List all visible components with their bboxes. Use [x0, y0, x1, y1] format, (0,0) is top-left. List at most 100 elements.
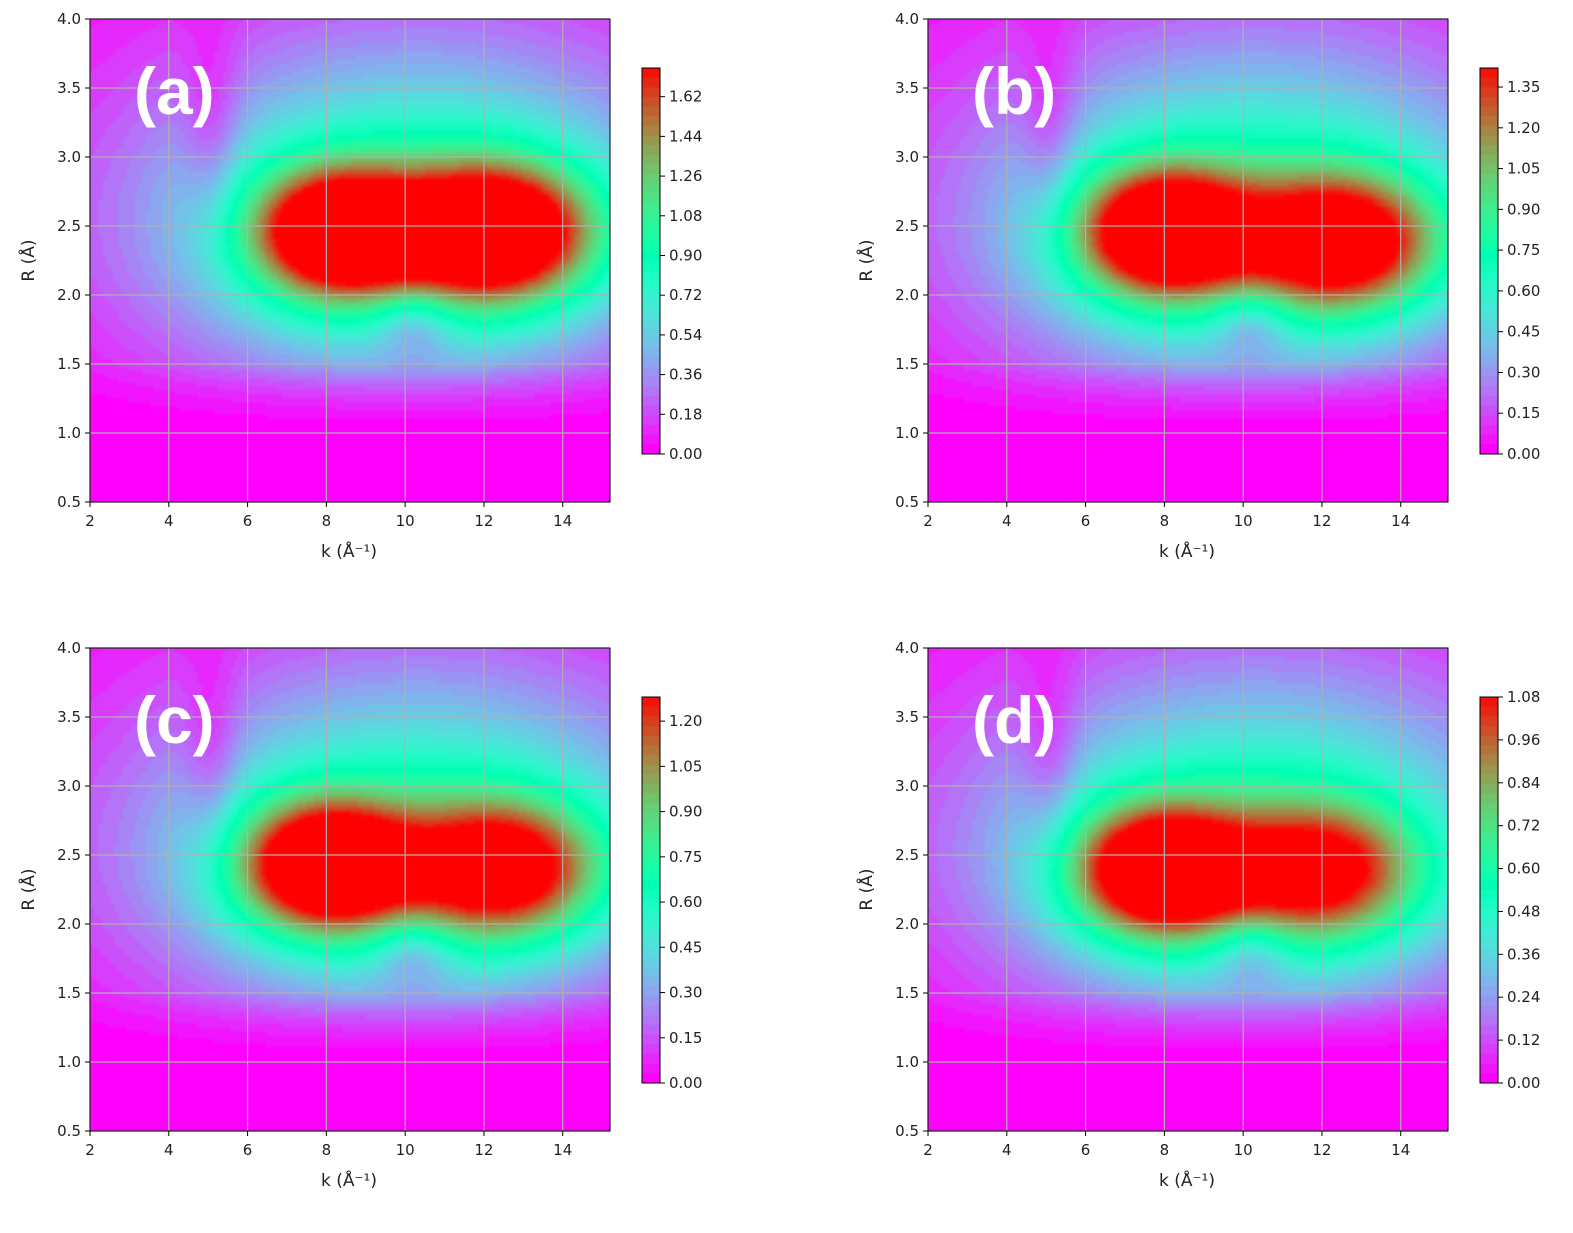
colorbar-tick-label: 0.75 [1507, 241, 1540, 259]
x-tick-label: 6 [243, 512, 253, 530]
y-axis-label: R (Å) [17, 868, 39, 910]
colorbar-tick-label: 0.12 [1507, 1031, 1540, 1049]
panel-label: (d) [972, 683, 1056, 757]
x-tick-label: 14 [1391, 1141, 1410, 1159]
y-tick-label: 2.5 [57, 846, 81, 864]
y-tick-label: 1.5 [57, 984, 81, 1002]
x-tick-label: 4 [164, 1141, 174, 1159]
colorbar-tick-label: 0.15 [669, 1029, 702, 1047]
x-tick-label: 14 [553, 512, 572, 530]
x-tick-label: 8 [322, 512, 332, 530]
x-tick-label: 8 [1160, 512, 1170, 530]
x-tick-label: 12 [1312, 1141, 1331, 1159]
panel-d: 2 4 6 8 10 12 14 0.5 1.0 1.5 2.0 2.5 3.0 3.5 4.0 k (Å⁻¹… [838, 629, 1573, 1233]
colorbar-tick-label: 0.72 [669, 286, 702, 304]
heatmap-image [90, 19, 610, 502]
colorbar-tick-label: 0.30 [669, 984, 702, 1002]
y-tick-label: 1.0 [895, 424, 919, 442]
x-tick-label: 12 [1312, 512, 1331, 530]
y-tick-label: 3.0 [895, 777, 919, 795]
heatmap-image [90, 648, 610, 1131]
panel-label: (a) [134, 54, 215, 128]
axes-frame [89, 18, 611, 503]
colorbar-tick-label: 1.35 [1507, 78, 1540, 96]
colorbar-tick-label: 0.00 [669, 1074, 702, 1092]
y-axis-label: R (Å) [17, 239, 39, 281]
x-tick-label: 4 [1002, 512, 1012, 530]
colorbar-tick-label: 1.20 [1507, 119, 1540, 137]
colorbar-tick-label: 0.75 [669, 848, 702, 866]
colorbar-tick-label: 1.05 [669, 757, 702, 775]
colorbar-tick-label: 0.54 [669, 326, 702, 344]
colorbar-tick-label: 0.15 [1507, 404, 1540, 422]
x-tick-label: 10 [396, 512, 415, 530]
x-tick-label: 2 [923, 1141, 933, 1159]
y-tick-label: 3.5 [57, 79, 81, 97]
y-tick-label: 3.0 [57, 777, 81, 795]
heatmap-image [928, 648, 1448, 1131]
y-tick-label: 3.5 [895, 79, 919, 97]
x-axis-label: k (Å⁻¹) [321, 1169, 377, 1191]
y-tick-label: 1.0 [57, 1053, 81, 1071]
x-tick-label: 2 [85, 512, 95, 530]
x-tick-label: 10 [396, 1141, 415, 1159]
colorbar-tick-label: 0.00 [669, 445, 702, 463]
colorbar-tick-label: 0.36 [669, 366, 702, 384]
y-tick-label: 0.5 [57, 493, 81, 511]
colorbar-tick-label: 0.60 [1507, 282, 1540, 300]
colorbar-tick-label: 1.08 [669, 207, 702, 225]
chart-svg: 2 4 6 8 10 12 14 0.5 1.0 1.5 2.0 2.5 3.0 3.5 4.0 k (Å⁻¹… [855, 10, 1540, 562]
x-tick-label: 8 [322, 1141, 332, 1159]
colorbar-tick-label: 0.45 [1507, 323, 1540, 341]
colorbar-tick-label: 0.18 [669, 405, 702, 423]
colorbar-tick-label: 0.84 [1507, 774, 1540, 792]
y-tick-label: 2.0 [895, 286, 919, 304]
y-axis-label: R (Å) [855, 239, 877, 281]
x-tick-label: 12 [474, 1141, 493, 1159]
colorbar [1480, 697, 1498, 1083]
y-tick-label: 1.5 [895, 984, 919, 1002]
x-tick-label: 2 [85, 1141, 95, 1159]
x-tick-label: 10 [1234, 1141, 1253, 1159]
y-tick-label: 3.5 [895, 708, 919, 726]
y-tick-label: 1.0 [57, 424, 81, 442]
colorbar-tick-label: 1.05 [1507, 160, 1540, 178]
colorbar-tick-label: 0.72 [1507, 817, 1540, 835]
panel-c: 2 4 6 8 10 12 14 0.5 1.0 1.5 2.0 2.5 3.0 3.5 4.0 k (Å⁻¹… [0, 629, 786, 1233]
colorbar-tick-label: 0.30 [1507, 363, 1540, 381]
panel-b: 2 4 6 8 10 12 14 0.5 1.0 1.5 2.0 2.5 3.0 3.5 4.0 k (Å⁻¹… [838, 0, 1573, 604]
colorbar-tick-label: 0.36 [1507, 945, 1540, 963]
x-axis-label: k (Å⁻¹) [1159, 1169, 1215, 1191]
y-tick-label: 2.5 [57, 217, 81, 235]
panel-label: (b) [972, 54, 1056, 128]
y-tick-label: 4.0 [57, 639, 81, 657]
y-tick-label: 1.5 [57, 355, 81, 373]
y-tick-label: 2.0 [57, 286, 81, 304]
y-tick-label: 2.5 [895, 217, 919, 235]
x-tick-label: 12 [474, 512, 493, 530]
colorbar-tick-label: 0.90 [669, 803, 702, 821]
colorbar-tick-label: 0.24 [1507, 988, 1540, 1006]
colorbar [642, 68, 660, 454]
colorbar-tick-label: 1.20 [669, 712, 702, 730]
y-tick-label: 3.0 [895, 148, 919, 166]
y-tick-label: 4.0 [895, 639, 919, 657]
colorbar-tick-label: 0.00 [1507, 445, 1540, 463]
axes-frame [89, 647, 611, 1132]
colorbar [1480, 68, 1498, 454]
axes-frame [927, 18, 1449, 503]
x-tick-label: 10 [1234, 512, 1253, 530]
colorbar-tick-label: 0.90 [1507, 200, 1540, 218]
colorbar-tick-label: 0.60 [1507, 860, 1540, 878]
colorbar-frame [641, 67, 661, 455]
colorbar-tick-label: 0.45 [669, 938, 702, 956]
colorbar-tick-label: 1.62 [669, 88, 702, 106]
colorbar-frame [641, 696, 661, 1084]
chart-svg: 2 4 6 8 10 12 14 0.5 1.0 1.5 2.0 2.5 3.0 3.5 4.0 k (Å⁻¹… [17, 639, 702, 1191]
colorbar-tick-label: 1.26 [669, 167, 702, 185]
x-tick-label: 14 [1391, 512, 1410, 530]
x-tick-label: 6 [1081, 512, 1091, 530]
y-tick-label: 2.0 [57, 915, 81, 933]
chart-svg: 2 4 6 8 10 12 14 0.5 1.0 1.5 2.0 2.5 3.0 3.5 4.0 k (Å⁻¹… [17, 10, 702, 562]
x-tick-label: 4 [164, 512, 174, 530]
